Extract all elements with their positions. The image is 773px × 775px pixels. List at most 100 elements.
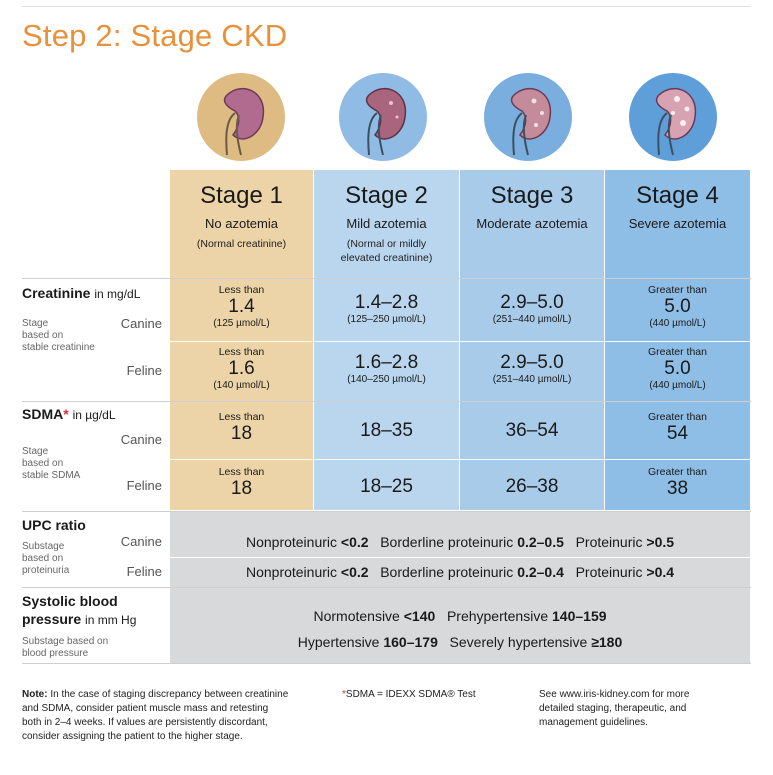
row-divider bbox=[170, 459, 750, 460]
row-divider bbox=[170, 341, 750, 342]
cell-value: 1.6 bbox=[228, 358, 255, 379]
top-divider bbox=[22, 6, 751, 7]
divider bbox=[22, 278, 751, 279]
sdma-feline-s2: 18–25 bbox=[314, 476, 459, 498]
sdma-note: Stage based on stable SDMA bbox=[22, 446, 80, 482]
bp-label: Hypertensive bbox=[297, 634, 384, 650]
note-line: based on bbox=[22, 553, 64, 564]
cell-pre: Greater than bbox=[648, 346, 707, 358]
stage-4-column bbox=[605, 170, 750, 510]
stage-name: Stage 1 bbox=[200, 182, 283, 209]
creat-feline-s2: 1.6–2.8 (140–250 µmol/L) bbox=[314, 352, 459, 386]
creat-canine-s2: 1.4–2.8 (125–250 µmol/L) bbox=[314, 292, 459, 326]
cell-sub: (440 µmol/L) bbox=[649, 380, 706, 391]
stage-desc: Moderate azotemia bbox=[476, 216, 588, 231]
cell-sub: (140–250 µmol/L) bbox=[347, 374, 426, 385]
row-divider bbox=[170, 557, 750, 558]
bp-label: Severely hypertensive bbox=[449, 634, 592, 650]
cell-value: 5.0 bbox=[664, 358, 691, 379]
upc-title: UPC ratio bbox=[22, 517, 86, 533]
upc-value: >0.5 bbox=[646, 534, 675, 550]
upc-label: Borderline proteinuric bbox=[380, 564, 518, 580]
cell-pre: Less than bbox=[218, 346, 265, 358]
stage-1-header: Stage 1 No azotemia (Normal creatinine) bbox=[170, 182, 313, 251]
cell-value: 2.9–5.0 bbox=[500, 352, 564, 373]
stage-1-column bbox=[170, 170, 313, 510]
cell-value: 26–38 bbox=[505, 476, 559, 497]
bp-value: <140 bbox=[403, 608, 436, 624]
creat-feline-s1: Less than 1.6 (140 µmol/L) bbox=[170, 346, 313, 392]
sdma-label: SDMA bbox=[22, 406, 64, 422]
note-line: based on bbox=[22, 330, 64, 341]
divider bbox=[22, 587, 751, 588]
bp-title-line: Systolic blood bbox=[22, 593, 118, 609]
note-line: Stage bbox=[22, 446, 49, 457]
cell-value: 2.9–5.0 bbox=[500, 292, 564, 313]
bp-line-1: Normotensive <140 Prehypertensive 140–15… bbox=[170, 608, 750, 624]
creat-feline-s3: 2.9–5.0 (251–440 µmol/L) bbox=[460, 352, 604, 386]
stage-3-header: Stage 3 Moderate azotemia bbox=[460, 182, 604, 231]
stage-desc: No azotemia bbox=[205, 216, 278, 231]
note-line: and SDMA, consider patient muscle mass a… bbox=[22, 703, 269, 714]
upc-label: Proteinuric bbox=[575, 564, 647, 580]
note-line: Substage bbox=[22, 541, 65, 552]
bp-value: 160–179 bbox=[383, 634, 438, 650]
stage-name: Stage 4 bbox=[636, 182, 719, 209]
cell-value: 18–25 bbox=[360, 476, 413, 497]
cell-pre: Greater than bbox=[648, 466, 707, 478]
bp-line-2: Hypertensive 160–179 Severely hypertensi… bbox=[170, 634, 750, 650]
sdma-star: * bbox=[63, 406, 69, 422]
upc-value: 0.2–0.4 bbox=[517, 564, 564, 580]
bp-unit: in mm Hg bbox=[85, 613, 137, 627]
page-title: Step 2: Stage CKD bbox=[22, 18, 288, 53]
creatinine-unit: in mg/dL bbox=[94, 287, 141, 301]
species-canine: Canine bbox=[120, 534, 162, 549]
note-line: In the case of staging discrepancy betwe… bbox=[47, 689, 289, 700]
note-line: management guidelines. bbox=[539, 717, 648, 728]
cell-value: 1.6–2.8 bbox=[354, 352, 419, 373]
footer-see-link: See www.iris-kidney.com for more detaile… bbox=[539, 688, 739, 730]
upc-value: 0.2–0.5 bbox=[517, 534, 564, 550]
note-line: Substage based on bbox=[22, 636, 109, 647]
creatinine-note: Stage based on stable creatinine bbox=[22, 318, 95, 354]
stage-2-column bbox=[314, 170, 459, 510]
cell-pre: Greater than bbox=[648, 284, 707, 296]
upc-label: Borderline proteinuric bbox=[380, 534, 518, 550]
creat-canine-s3: 2.9–5.0 (251–440 µmol/L) bbox=[460, 292, 604, 326]
upc-canine-values: Nonproteinuric <0.2 Borderline proteinur… bbox=[170, 534, 750, 550]
cell-value: 18 bbox=[230, 423, 253, 444]
note-line: both in 2–4 weeks. If values are persist… bbox=[22, 717, 268, 728]
kidney-severe-icon bbox=[629, 73, 717, 161]
cell-sub: (251–440 µmol/L) bbox=[492, 374, 572, 385]
upc-label: Nonproteinuric bbox=[245, 564, 341, 580]
cell-value: 1.4–2.8 bbox=[354, 292, 419, 313]
divider bbox=[22, 663, 751, 664]
sdma-def-text: SDMA = IDEXX SDMA® Test bbox=[345, 689, 476, 700]
species-canine: Canine bbox=[120, 316, 162, 331]
upc-feline-values: Nonproteinuric <0.2 Borderline proteinur… bbox=[170, 564, 750, 580]
stage-name: Stage 2 bbox=[345, 182, 428, 209]
creatinine-title: Creatinine in mg/dL bbox=[22, 285, 140, 301]
cell-value: 18 bbox=[230, 478, 253, 499]
upc-value: >0.4 bbox=[646, 564, 675, 580]
bp-band bbox=[170, 588, 750, 663]
note-line: blood pressure bbox=[22, 648, 89, 659]
species-feline: Feline bbox=[126, 363, 162, 378]
sdma-feline-s3: 26–38 bbox=[460, 476, 604, 498]
kidney-moderate-icon bbox=[484, 73, 572, 161]
cell-pre: Less than bbox=[218, 411, 265, 423]
bp-label: Prehypertensive bbox=[446, 608, 553, 624]
cell-value: 5.0 bbox=[664, 296, 691, 317]
sdma-feline-s1: Less than 18 bbox=[170, 466, 313, 500]
upc-value: <0.2 bbox=[340, 534, 369, 550]
kidney-normal-icon bbox=[197, 73, 285, 161]
cell-sub: (125–250 µmol/L) bbox=[347, 314, 426, 325]
sdma-star: * bbox=[342, 689, 346, 700]
cell-pre: Less than bbox=[218, 284, 265, 296]
note-label: Note: bbox=[22, 689, 48, 700]
cell-sub: (251–440 µmol/L) bbox=[492, 314, 572, 325]
bp-value: ≥180 bbox=[591, 634, 623, 650]
cell-value: 1.4 bbox=[228, 296, 255, 317]
bp-title-line: pressure bbox=[22, 611, 82, 627]
species-feline: Feline bbox=[126, 564, 162, 579]
